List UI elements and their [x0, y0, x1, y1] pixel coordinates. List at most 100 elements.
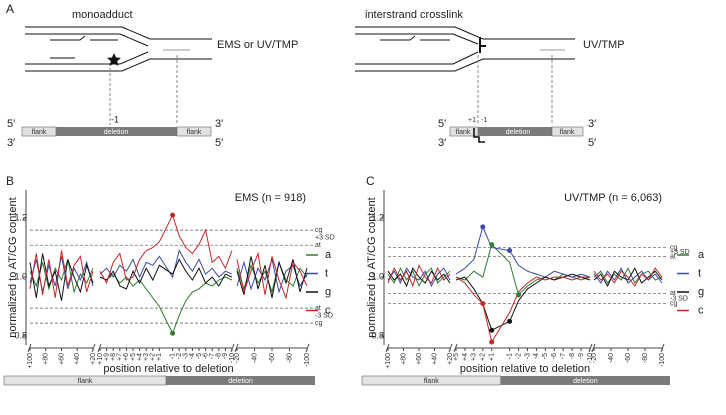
- x-tick-label: -6: [202, 353, 209, 359]
- highlight-point: [480, 224, 486, 230]
- x-axis-title: position relative to deletion: [103, 363, 233, 375]
- bar-label: deletion: [506, 129, 531, 136]
- legend-label: g: [698, 286, 704, 298]
- x-tick-label: -80: [642, 353, 649, 363]
- legend-label: a: [698, 249, 705, 261]
- series-line: [236, 260, 308, 294]
- sd-label: +3 SD: [670, 249, 690, 256]
- legend-label: c: [698, 304, 704, 316]
- end-label: 3′: [438, 137, 446, 149]
- reference-label: cg: [670, 244, 678, 251]
- reference-label: at: [315, 242, 321, 249]
- end-label: 3′: [588, 118, 596, 130]
- x-tick-label: -4: [533, 353, 540, 359]
- x-tick-label: -20: [591, 353, 598, 363]
- bar-label: deletion: [104, 129, 129, 136]
- x-tick-label: +40: [431, 353, 438, 365]
- legend-label: g: [325, 286, 331, 298]
- y-axis-title: normalized to AT/CG content: [366, 197, 378, 337]
- series-line: [99, 249, 233, 279]
- panel-label: A: [6, 2, 14, 16]
- x-tick-label: -4: [189, 353, 196, 359]
- x-tick-label: -100: [659, 353, 666, 367]
- x-tick-label: +80: [400, 353, 407, 365]
- highlight-point: [516, 292, 522, 298]
- reference-label: at: [315, 305, 321, 312]
- x-tick-label: -3: [183, 353, 190, 359]
- reference-label: cg: [315, 227, 323, 234]
- series-line: [29, 250, 94, 298]
- diagram-title: interstrand crosslink: [365, 9, 463, 21]
- bar-label: flank: [187, 129, 202, 136]
- x-tick-label: +2: [150, 353, 157, 361]
- series-line: [455, 276, 590, 344]
- x-tick-label: -5: [542, 353, 549, 359]
- x-tick-label: -10: [587, 353, 594, 363]
- highlight-point: [489, 242, 495, 248]
- series-line: [236, 251, 308, 300]
- reference-label: at: [670, 253, 676, 260]
- y-axis-title: normalized to AT/CG content: [7, 197, 19, 337]
- y-tick-label: 1.0: [14, 271, 27, 281]
- x-tick-label: +6: [123, 353, 130, 361]
- legend-label: t: [698, 267, 701, 279]
- x-tick-label: +3: [471, 353, 478, 361]
- x-tick-label: +1: [156, 353, 163, 361]
- band-label: deletion: [573, 378, 598, 385]
- bar-label: flank: [32, 129, 47, 136]
- panel-a: A monoadduct EMS or UV/TMP -1 flank dele…: [6, 2, 625, 149]
- x-tick-label: -10: [229, 353, 236, 363]
- highlight-point: [489, 339, 495, 345]
- x-tick-label: -1: [506, 353, 513, 359]
- x-tick-label: +4: [462, 353, 469, 361]
- x-tick-label: -2: [176, 353, 183, 359]
- position-label: +1: [468, 117, 476, 124]
- deletion-band: [500, 376, 670, 385]
- x-tick-label: +20: [90, 353, 97, 365]
- band-label: flank: [78, 378, 93, 385]
- end-label: 5′: [215, 137, 223, 149]
- series-line: [387, 267, 451, 288]
- series-line: [593, 267, 663, 287]
- y-tick-label: 1.0: [371, 271, 384, 281]
- x-tick-label: -1: [169, 353, 176, 359]
- x-tick-label: +2: [480, 353, 487, 361]
- sd-label: -3 SD: [315, 312, 333, 319]
- x-tick-label: -7: [560, 353, 567, 359]
- x-tick-label: -9: [222, 353, 229, 359]
- x-tick-label: +100: [385, 353, 392, 369]
- flank-box: [551, 126, 584, 137]
- highlight-point: [507, 248, 513, 254]
- x-tick-label: +8: [110, 353, 117, 361]
- deletion-box: [478, 127, 552, 136]
- x-tick-label: +20: [447, 353, 454, 365]
- band-label: flank: [424, 378, 439, 385]
- x-tick-label: -3: [524, 353, 531, 359]
- end-label: 5′: [7, 118, 15, 130]
- x-tick-label: -100: [304, 353, 311, 367]
- x-tick-label: -40: [251, 353, 258, 363]
- x-tick-label: -20: [234, 353, 241, 363]
- x-tick-label: -8: [216, 353, 223, 359]
- agent-label: UV/TMP: [583, 39, 625, 51]
- series-line: [593, 267, 663, 284]
- legend-label: a: [325, 249, 332, 261]
- series-line: [455, 273, 591, 331]
- highlight-point: [489, 327, 495, 333]
- x-tick-label: +80: [43, 353, 50, 365]
- x-tick-label: +40: [74, 353, 81, 365]
- x-tick-label: +10: [97, 353, 104, 365]
- end-label: 3′: [7, 137, 15, 149]
- x-tick-label: +60: [58, 353, 65, 365]
- sd-label: -3 SD: [670, 295, 688, 302]
- reference-label: cg: [315, 320, 323, 327]
- series-line: [99, 273, 233, 335]
- legend-label: c: [325, 304, 331, 316]
- series-line: [99, 213, 233, 285]
- bar-label: flank: [560, 129, 575, 136]
- series-line: [29, 253, 94, 301]
- x-tick-label: -80: [286, 353, 293, 363]
- highlight-point: [507, 318, 513, 324]
- x-tick-label: +7: [117, 353, 124, 361]
- adduct-star: [106, 53, 121, 66]
